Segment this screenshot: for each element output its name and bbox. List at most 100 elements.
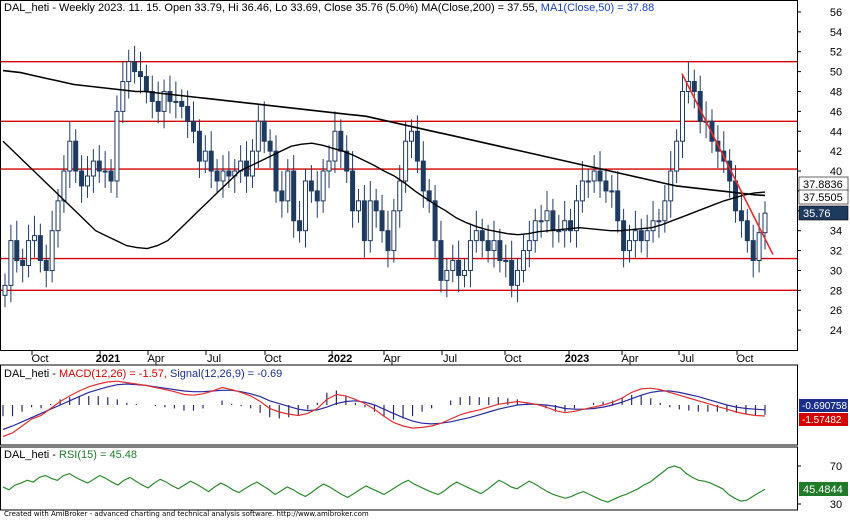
- macd-tag-box: [799, 399, 848, 412]
- x-tick-label: Jul: [680, 353, 694, 365]
- x-tick-label: Oct: [736, 353, 753, 365]
- candle-body: [214, 170, 220, 182]
- candle-body: [326, 160, 332, 172]
- candle-body: [297, 220, 303, 232]
- candle-body: [414, 130, 420, 162]
- candle-body: [8, 240, 14, 286]
- x-tick-label: 2022: [328, 353, 352, 365]
- y-tick-label: 50: [830, 67, 842, 79]
- candle-body: [61, 170, 67, 202]
- candle-body: [14, 240, 20, 262]
- signal-tag-label: -1.57482: [802, 415, 842, 426]
- rsi-legend-ticker: DAL_heti -: [4, 449, 60, 461]
- candle-body: [656, 220, 662, 223]
- candle-body: [609, 190, 615, 193]
- candle-body: [462, 269, 468, 276]
- candle-body: [403, 140, 409, 182]
- candle-body: [597, 170, 603, 182]
- candle-body: [185, 105, 191, 122]
- candle-body: [320, 170, 326, 202]
- candle-body: [467, 240, 473, 271]
- candle-body: [79, 170, 85, 187]
- candle-body: [132, 61, 138, 73]
- candle-body: [43, 260, 49, 271]
- candle-body: [680, 90, 686, 142]
- candle-body: [491, 240, 497, 252]
- candle-body: [603, 180, 609, 192]
- y-tick-label: 48: [830, 86, 842, 98]
- candle-body: [473, 230, 479, 242]
- x-tick-label: 2023: [565, 353, 589, 365]
- candle-body: [73, 140, 79, 172]
- rsi-tag-box: [799, 482, 848, 496]
- candle-body: [279, 190, 285, 202]
- candle-body: [37, 235, 43, 262]
- candle-body: [638, 230, 644, 242]
- candle-body: [621, 220, 627, 252]
- y-tick-label: 40: [830, 166, 842, 178]
- candle-body: [26, 240, 32, 266]
- price-tag-label: 35.76: [803, 208, 831, 220]
- footer-credit: Created with AmiBroker - advanced charti…: [4, 510, 369, 518]
- candle-body: [90, 160, 96, 177]
- candle-body: [662, 200, 668, 222]
- candle-body: [138, 71, 144, 78]
- rsi-tick-label: 30: [830, 499, 842, 511]
- ma50-line: [2, 140, 766, 250]
- y-tick-label: 26: [830, 305, 842, 317]
- candle-body: [538, 220, 544, 223]
- candle-body: [55, 200, 61, 232]
- candle-body: [674, 140, 680, 172]
- candle-body: [126, 61, 132, 83]
- candle-body: [379, 210, 385, 232]
- candle-body: [544, 210, 550, 222]
- candle-body: [261, 120, 267, 142]
- candle-body: [444, 269, 450, 281]
- candle-body: [550, 210, 556, 232]
- candle-body: [120, 81, 126, 112]
- candle-body: [644, 230, 650, 242]
- y-tick-label: 28: [830, 285, 842, 297]
- candle-body: [438, 240, 444, 281]
- candle-body: [485, 240, 491, 252]
- candle-body: [733, 180, 739, 212]
- candle-body: [291, 170, 297, 222]
- candle-body: [84, 175, 90, 187]
- candle-body: [2, 284, 8, 296]
- macd-legend: DAL_heti - MACD(12,26) = -1.57, Signal(1…: [4, 368, 282, 380]
- candle-body: [391, 210, 397, 252]
- y-tick-label: 52: [830, 47, 842, 59]
- y-tick-label: 56: [830, 7, 842, 19]
- candle-body: [31, 235, 37, 242]
- downtrend-line: [681, 73, 774, 255]
- candle-body: [432, 200, 438, 242]
- price-tag-box: [798, 189, 849, 205]
- signal-line: [2, 383, 766, 431]
- candle-body: [191, 120, 197, 132]
- candle-body: [562, 220, 568, 232]
- candle-body: [450, 260, 456, 271]
- y-tick-label: 34: [830, 226, 842, 238]
- candle-body: [20, 260, 26, 266]
- candle-body: [108, 170, 114, 182]
- candle-body: [456, 260, 462, 276]
- x-tick-label: Apr: [147, 353, 164, 365]
- candle-body: [285, 170, 291, 202]
- candle-body: [367, 200, 373, 242]
- candle-body: [750, 240, 756, 262]
- price-panel-frame: [0, 0, 798, 351]
- candle-body: [173, 100, 179, 103]
- candle-body: [503, 260, 509, 263]
- candle-body: [226, 170, 232, 177]
- candle-body: [202, 150, 208, 162]
- candle-body: [509, 260, 515, 286]
- candle-body: [302, 180, 308, 232]
- rsi-tick-label: 70: [830, 461, 842, 473]
- candle-body: [308, 180, 314, 192]
- rsi-legend: DAL_heti - RSI(15) = 45.48: [4, 449, 137, 461]
- price-legend-info: - Weekly 2023. 11. 15. Open 33.79, Hi 36…: [49, 2, 541, 14]
- candle-body: [179, 100, 185, 107]
- candle-body: [208, 150, 214, 172]
- x-tick-label: 2021: [96, 353, 120, 365]
